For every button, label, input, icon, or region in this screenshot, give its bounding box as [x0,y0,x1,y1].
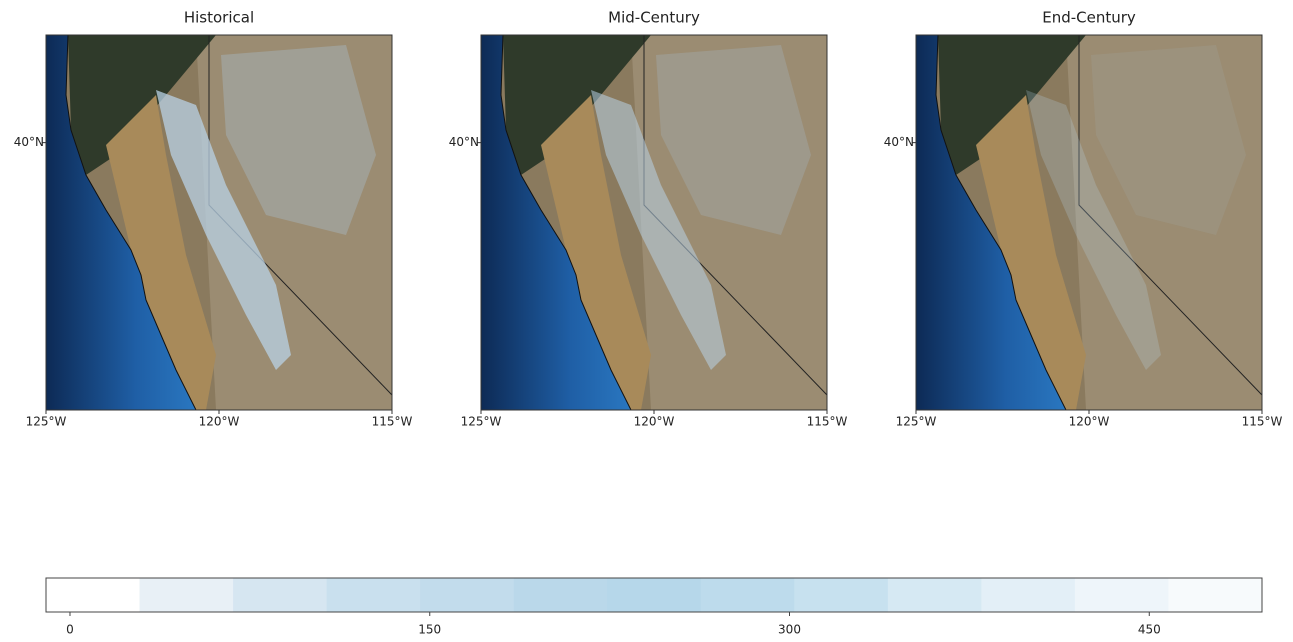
y-tick-label: 40°N [884,135,914,149]
colorbar-segment [1168,578,1262,612]
map-panel: 125°W 120°W 115°W 40°N [449,35,848,429]
x-tick-label: 120°W [1069,415,1110,429]
colorbar-tick-label: 0 [66,623,74,637]
figure: 125°W120°W115°W40°NHistorical125°W120°W1… [0,0,1293,638]
colorbar-tick-label: 150 [418,623,441,637]
colorbar-segment [794,578,888,612]
colorbar-segment [514,578,608,612]
y-tick-label: 40°N [449,135,479,149]
colorbar-tick-label: 300 [778,623,801,637]
x-tick-label: 125°W [26,415,67,429]
colorbar-segment [607,578,701,612]
panel-title: Historical [184,9,254,27]
x-tick-label: 115°W [372,415,413,429]
x-tick-label: 115°W [1242,415,1283,429]
map-panel: 125°W 120°W 115°W 40°N [14,35,413,429]
panel-title: End-Century [1042,9,1136,27]
colorbar-segment [420,578,514,612]
colorbar-segment [327,578,421,612]
colorbar-segment [981,578,1075,612]
map-image [481,35,827,410]
x-tick-label: 120°W [634,415,675,429]
map-panel: 125°W 120°W 115°W 40°N [884,35,1283,429]
x-tick-label: 125°W [896,415,937,429]
colorbar-segment [888,578,982,612]
map-image [916,35,1262,410]
x-tick-label: 125°W [461,415,502,429]
x-tick-label: 115°W [807,415,848,429]
colorbar-segment [701,578,795,612]
y-tick-label: 40°N [14,135,44,149]
colorbar-segment [233,578,327,612]
colorbar-segment [46,578,140,612]
colorbar-segment [140,578,234,612]
colorbar-tick-label: 450 [1138,623,1161,637]
colorbar-segment [1075,578,1169,612]
x-tick-label: 120°W [199,415,240,429]
panel-title: Mid-Century [608,9,700,27]
map-image [46,35,392,410]
